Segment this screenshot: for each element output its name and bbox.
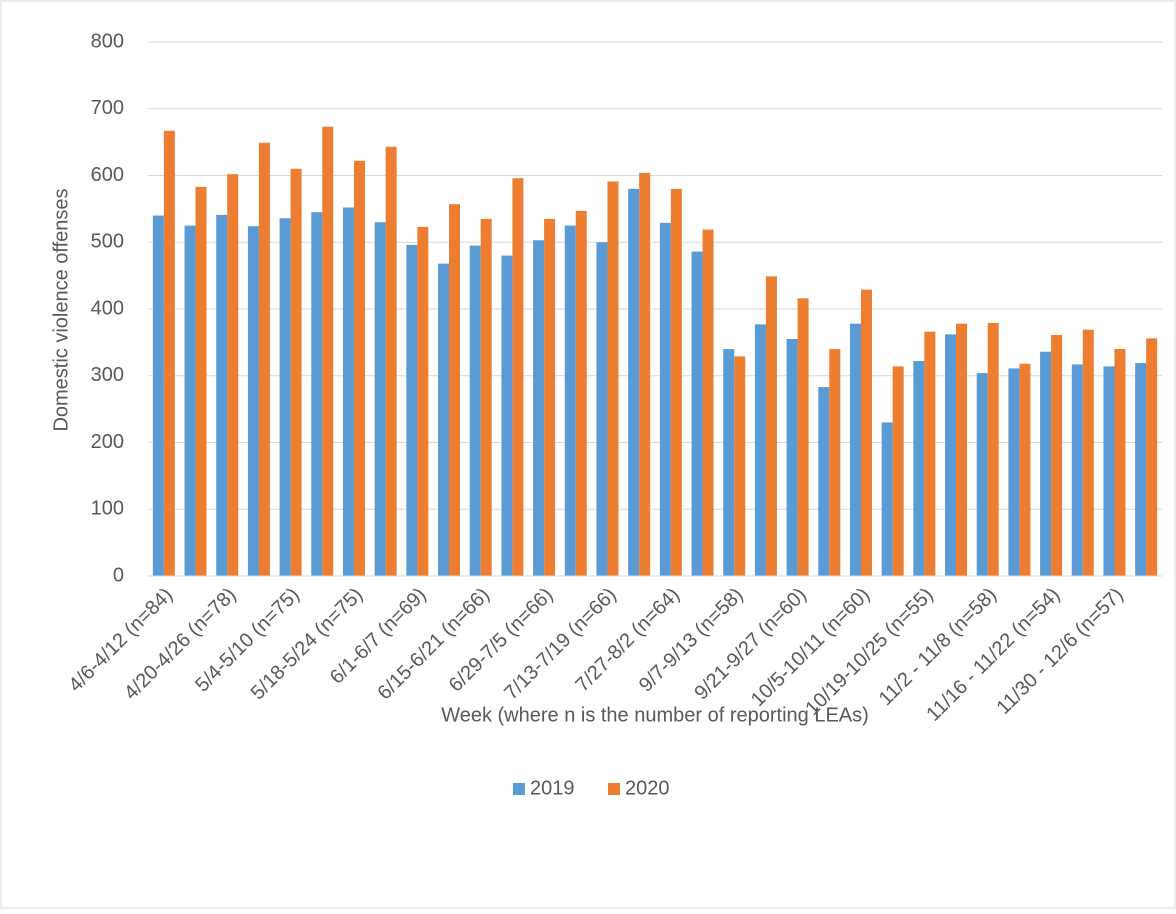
y-tick-label: 100 bbox=[91, 498, 124, 520]
y-tick-label: 400 bbox=[91, 297, 124, 319]
bar bbox=[216, 214, 228, 576]
y-tick-label: 0 bbox=[113, 564, 124, 586]
bar bbox=[754, 324, 766, 576]
bar bbox=[734, 356, 746, 576]
y-tick-label: 300 bbox=[91, 364, 124, 386]
bar bbox=[849, 323, 861, 576]
bar bbox=[322, 126, 334, 577]
bar bbox=[797, 298, 809, 576]
legend-label: 2019 bbox=[530, 777, 575, 799]
bar bbox=[163, 130, 175, 576]
bar bbox=[670, 188, 682, 576]
bar bbox=[765, 276, 777, 576]
bar bbox=[290, 168, 302, 576]
bar bbox=[1071, 364, 1083, 576]
bar bbox=[195, 186, 207, 576]
legend-swatch bbox=[608, 783, 620, 795]
bar bbox=[1040, 351, 1052, 576]
bar bbox=[913, 361, 925, 576]
bar bbox=[417, 226, 429, 576]
bar bbox=[1103, 366, 1115, 576]
bar bbox=[469, 245, 481, 576]
bar bbox=[406, 244, 418, 577]
bar bbox=[501, 255, 513, 576]
bar bbox=[987, 323, 999, 576]
bar bbox=[818, 387, 830, 576]
x-axis-title: Week (where n is the number of reporting… bbox=[441, 704, 869, 726]
bar bbox=[860, 289, 872, 576]
bar bbox=[449, 204, 461, 576]
y-tick-label: 500 bbox=[91, 231, 124, 253]
legend-swatch bbox=[513, 783, 525, 795]
bar bbox=[945, 334, 957, 576]
bar bbox=[1008, 368, 1020, 576]
bar bbox=[1114, 349, 1126, 576]
bar bbox=[924, 331, 936, 576]
y-tick-label: 600 bbox=[91, 164, 124, 186]
y-axis-title: Domestic violence offenses bbox=[50, 188, 72, 431]
bar bbox=[1082, 329, 1094, 576]
bar bbox=[258, 142, 270, 577]
bar bbox=[702, 229, 714, 576]
bar bbox=[385, 146, 397, 577]
bar bbox=[596, 242, 608, 576]
bar bbox=[247, 226, 259, 577]
bar bbox=[544, 218, 556, 576]
bar bbox=[892, 366, 904, 576]
bar bbox=[342, 207, 354, 577]
bar bbox=[723, 349, 735, 576]
bar bbox=[353, 160, 365, 576]
y-tick-label: 200 bbox=[91, 431, 124, 453]
bar bbox=[881, 422, 893, 576]
bar bbox=[438, 263, 450, 576]
bar bbox=[1051, 335, 1063, 576]
bar bbox=[829, 349, 841, 576]
bar bbox=[575, 210, 587, 576]
bar bbox=[279, 218, 291, 576]
bar bbox=[691, 251, 703, 576]
bar bbox=[607, 181, 619, 576]
bar bbox=[659, 222, 671, 576]
bar bbox=[956, 323, 968, 576]
bar bbox=[1135, 363, 1147, 576]
bar bbox=[628, 188, 640, 576]
y-tick-label: 800 bbox=[91, 30, 124, 52]
y-tick-label: 700 bbox=[91, 97, 124, 119]
bar bbox=[786, 339, 798, 576]
bar bbox=[512, 178, 524, 577]
bar bbox=[374, 222, 386, 576]
legend-label: 2020 bbox=[625, 777, 670, 799]
bar bbox=[311, 212, 323, 576]
bar bbox=[184, 225, 196, 576]
bar bbox=[533, 240, 545, 576]
bar bbox=[152, 215, 164, 577]
bar bbox=[564, 225, 576, 576]
bar bbox=[639, 172, 651, 576]
bar bbox=[1019, 363, 1031, 576]
bar bbox=[1146, 338, 1158, 576]
bar bbox=[227, 174, 239, 577]
bar bbox=[976, 373, 988, 576]
bar bbox=[480, 218, 492, 576]
